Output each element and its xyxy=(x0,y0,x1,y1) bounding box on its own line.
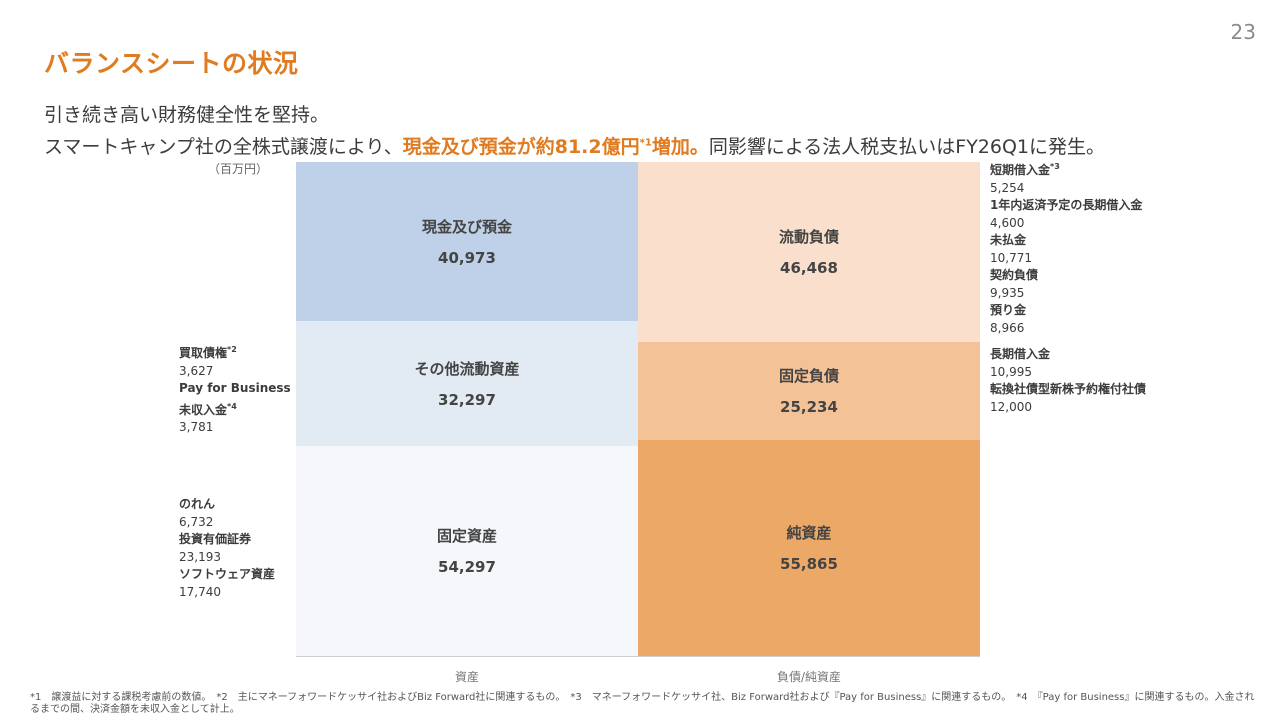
bar-segment: その他流動資産 32,297 xyxy=(296,320,638,446)
note-label: 1年内返済予定の長期借入金 xyxy=(990,197,1142,215)
note-label-text: 預り金 xyxy=(990,303,1027,317)
note-label: 預り金 xyxy=(990,302,1142,320)
bar-segment: 固定資産 54,297 xyxy=(296,445,638,656)
subtitle-highlight: 現金及び預金が約81.2億円*1増加。 xyxy=(403,136,709,158)
note-value: 9,935 xyxy=(990,285,1025,300)
segment-label: 現金及び預金 xyxy=(421,217,512,236)
bar-segment: 純資産 55,865 xyxy=(638,439,980,656)
note-value: 3,627 xyxy=(179,363,214,378)
note-group: 短期借入金*3 5,254 1年内返済予定の長期借入金 4,600 未払金 10,771 契… xyxy=(990,158,1142,337)
note-label: 投資有価証券 xyxy=(179,531,275,549)
subtitle-highlight-text: 現金及び預金が約81.2億円 xyxy=(402,136,640,158)
subtitle-post: 同影響による法人税支払いはFY26Q1に発生。 xyxy=(708,136,1106,158)
segment-value: 25,234 xyxy=(780,398,838,417)
page-title: バランスシートの状況 xyxy=(44,49,299,78)
note-value: 4,600 xyxy=(990,215,1025,230)
note-label: Pay for Business xyxy=(179,380,291,398)
axis-label-liabilities: 負債/純資産 xyxy=(776,670,842,684)
note-label-text: Pay for Business xyxy=(179,381,291,395)
subtitle-highlight-text-2: 増加。 xyxy=(651,136,709,158)
bar-segment: 流動負債 46,468 xyxy=(638,162,980,342)
note-group: 買取債権*2 3,627 Pay for Business 未収入金*4 3,781 xyxy=(179,341,291,437)
bar-segment: 現金及び預金 40,973 xyxy=(296,162,638,321)
segment-value: 32,297 xyxy=(438,390,496,409)
note-label-text: 投資有価証券 xyxy=(179,532,252,546)
segment-label: 純資産 xyxy=(786,524,832,543)
note-label: 未収入金*4 xyxy=(179,398,291,420)
segment-label: 固定資産 xyxy=(436,527,497,546)
note-label: 買取債権*2 xyxy=(179,341,291,363)
unit-label: （百万円） xyxy=(208,162,269,176)
note-label-text: 転換社債型新株予約権付社債 xyxy=(990,382,1147,396)
note-label: 契約負債 xyxy=(990,267,1142,285)
note-label-text: 短期借入金 xyxy=(990,163,1051,177)
note-value: 3,781 xyxy=(179,420,214,434)
note-label: 転換社債型新株予約権付社債 xyxy=(990,381,1146,399)
note-label-text: 長期借入金 xyxy=(990,347,1051,361)
note-label: 短期借入金*3 xyxy=(990,158,1142,180)
segment-label: 固定負債 xyxy=(778,367,839,386)
subtitle-footnote-ref: *1 xyxy=(639,137,652,149)
segment-label: 流動負債 xyxy=(778,228,839,247)
note-label-text: 買取債権 xyxy=(179,346,228,360)
segment-value: 54,297 xyxy=(438,558,496,577)
note-label-text: 未払金 xyxy=(990,233,1027,247)
note-footnote-ref: *2 xyxy=(227,345,237,354)
page-number: 23 xyxy=(1230,20,1256,44)
note-value: 23,193 xyxy=(179,549,221,564)
note-value: 5,254 xyxy=(990,180,1025,195)
subtitle-pre: スマートキャンプ社の全株式譲渡により、 xyxy=(44,136,403,158)
note-label: ソフトウェア資産 xyxy=(179,566,275,584)
note-footnote-ref: *4 xyxy=(227,401,237,411)
segment-label: その他流動資産 xyxy=(414,359,520,378)
note-label-text: のれん xyxy=(179,497,216,511)
note-group: のれん 6,732 投資有価証券 23,193 ソフトウェア資産 17,740 xyxy=(179,496,275,601)
footnotes: *1 譲渡益に対する課税考慮前の数値。 *2 主にマネーフォワードケッサイ社およ… xyxy=(30,692,1255,715)
bar-segment: 固定負債 25,234 xyxy=(638,341,980,440)
chart-baseline xyxy=(296,656,980,657)
note-label-text: 未収入金 xyxy=(179,402,228,417)
note-value: 6,732 xyxy=(179,514,214,529)
segment-value: 55,865 xyxy=(780,555,838,574)
note-value: 8,966 xyxy=(990,320,1025,335)
note-value: 17,740 xyxy=(179,584,221,599)
note-footnote-ref: *3 xyxy=(1050,162,1060,171)
subtitle-line-1: 引き続き高い財務健全性を堅持。 xyxy=(44,104,330,126)
note-label-text: ソフトウェア資産 xyxy=(179,567,276,581)
note-value: 10,771 xyxy=(990,250,1032,265)
segment-value: 40,973 xyxy=(438,248,496,267)
axis-label-assets: 資産 xyxy=(454,670,479,684)
note-label-text: 契約負債 xyxy=(990,268,1039,282)
note-label: 未払金 xyxy=(990,232,1142,250)
note-value: 10,995 xyxy=(990,364,1032,379)
segment-value: 46,468 xyxy=(780,259,838,278)
subtitle-line-2: スマートキャンプ社の全株式譲渡により、現金及び預金が約81.2億円*1増加。同影… xyxy=(44,132,1105,159)
note-label: のれん xyxy=(179,496,275,514)
note-value: 12,000 xyxy=(990,399,1032,414)
note-group: 長期借入金 10,995 転換社債型新株予約権付社債 12,000 xyxy=(990,346,1146,416)
note-label: 長期借入金 xyxy=(990,346,1146,364)
note-label-text: 1年内返済予定の長期借入金 xyxy=(990,198,1143,212)
